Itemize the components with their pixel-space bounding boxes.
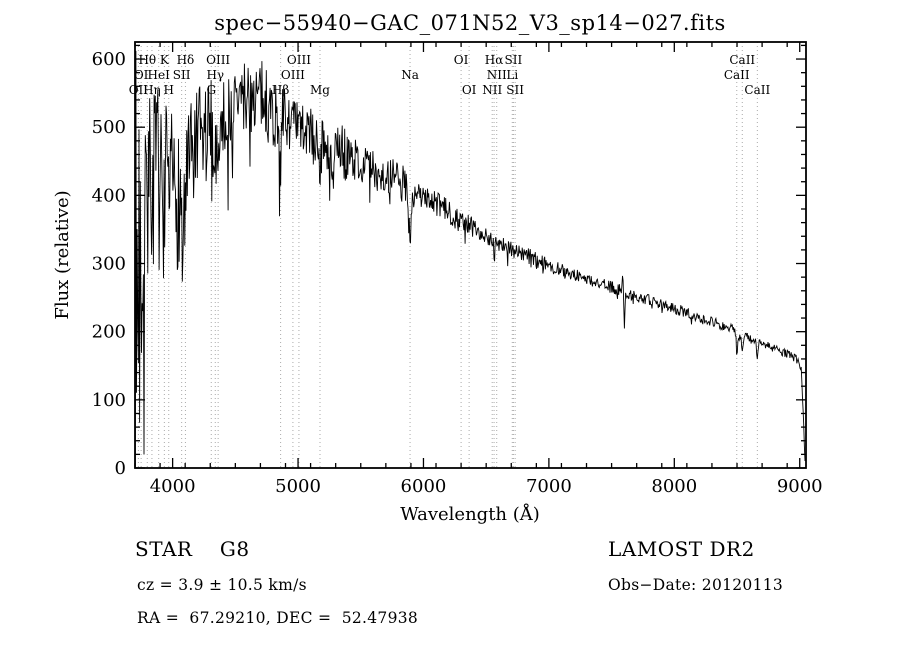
- star-class-label: STAR G8: [135, 537, 250, 561]
- y-axis-label: Flux (relative): [52, 190, 73, 319]
- spectral-line-label: NII: [482, 83, 502, 97]
- spectral-line-label: Hη: [143, 83, 161, 97]
- spectral-line-label: G: [206, 83, 216, 97]
- spectral-line-label: Na: [401, 68, 419, 82]
- coords-label: RA = 67.29210, DEC = 52.47938: [137, 609, 418, 627]
- spectral-line-label: HeI: [148, 68, 171, 82]
- y-tick-label: 600: [92, 49, 126, 70]
- survey-label: LAMOST DR2: [608, 537, 755, 561]
- ticks-group: 4000 5000 6000 7000 8000 9000 0 100 200 300 400 500…: [92, 42, 823, 497]
- y-tick-label: 100: [92, 390, 126, 411]
- spectral-line-label: CaII: [724, 68, 750, 82]
- spectral-line-label: NII: [487, 68, 507, 82]
- spectral-line-label: Li: [506, 68, 518, 82]
- spectral-line-label: OI: [454, 53, 469, 67]
- y-tick-label: 300: [92, 254, 126, 275]
- x-tick-label: 8000: [651, 476, 697, 497]
- spectral-line-label: SII: [173, 68, 191, 82]
- spectral-line-label: OII: [129, 83, 149, 97]
- spectral-line-label: Hθ: [138, 53, 156, 67]
- x-axis-label: Wavelength (Å): [400, 503, 540, 525]
- spectral-line-label: Hβ: [272, 83, 289, 97]
- x-tick-label: 6000: [401, 476, 447, 497]
- spectral-line-label: CaII: [729, 53, 755, 67]
- spectral-line-label: K: [160, 53, 170, 67]
- spectral-line-label: OIII: [281, 68, 305, 82]
- spectral-line-label: Hγ: [206, 68, 224, 82]
- cz-label: cz = 3.9 ± 10.5 km/s: [137, 576, 307, 594]
- spectral-line-label: Mg: [310, 83, 330, 97]
- spectral-line-label: SII: [506, 83, 524, 97]
- x-tick-label: 4000: [150, 476, 196, 497]
- spectral-line-label: Hα: [485, 53, 504, 67]
- spectral-line-label: CaII: [744, 83, 770, 97]
- x-tick-label: 9000: [777, 476, 823, 497]
- spectrum-line: [134, 50, 806, 467]
- x-tick-label: 5000: [275, 476, 321, 497]
- y-tick-label: 400: [92, 185, 126, 206]
- obs-date-label: Obs−Date: 20120113: [608, 576, 783, 594]
- plot-title: spec−55940−GAC_071N52_V3_sp14−027.fits: [214, 11, 726, 35]
- plot-frame: [134, 41, 807, 469]
- y-tick-label: 200: [92, 322, 126, 343]
- x-tick-label: 7000: [526, 476, 572, 497]
- spectral-line-label: OIII: [287, 53, 311, 67]
- spectral-line-label: Hδ: [177, 53, 195, 67]
- spectral-line-label: SII: [505, 53, 523, 67]
- y-tick-label: 500: [92, 117, 126, 138]
- spectral-line-label: OI: [462, 83, 477, 97]
- spectrum-group: [134, 50, 806, 467]
- y-tick-label: 0: [115, 458, 126, 479]
- spectral-line-label: H: [164, 83, 174, 97]
- spectral-line-label: OI: [134, 68, 149, 82]
- spectral-line-label: OIII: [206, 53, 230, 67]
